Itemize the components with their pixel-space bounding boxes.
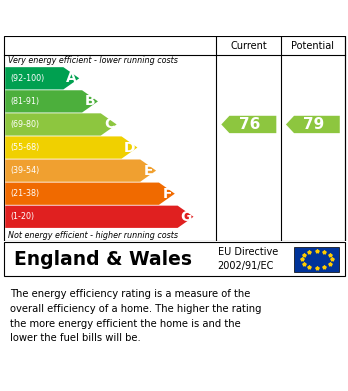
Text: (39-54): (39-54)	[10, 166, 40, 175]
Text: (81-91): (81-91)	[10, 97, 40, 106]
Text: B: B	[85, 94, 96, 108]
Text: The energy efficiency rating is a measure of the
overall efficiency of a home. T: The energy efficiency rating is a measur…	[10, 289, 262, 343]
Text: Very energy efficient - lower running costs: Very energy efficient - lower running co…	[8, 56, 177, 65]
Text: (1-20): (1-20)	[10, 212, 34, 221]
Polygon shape	[5, 136, 137, 159]
Text: 79: 79	[303, 117, 325, 132]
Text: A: A	[66, 71, 77, 85]
Text: Not energy efficient - higher running costs: Not energy efficient - higher running co…	[8, 231, 178, 240]
Text: C: C	[104, 117, 114, 131]
Polygon shape	[5, 113, 117, 136]
Text: Potential: Potential	[291, 41, 334, 51]
Bar	[294, 247, 339, 272]
Text: (69-80): (69-80)	[10, 120, 40, 129]
Text: (21-38): (21-38)	[10, 189, 40, 198]
Polygon shape	[221, 116, 276, 133]
Polygon shape	[5, 90, 98, 113]
Polygon shape	[5, 183, 175, 205]
Text: EU Directive
2002/91/EC: EU Directive 2002/91/EC	[218, 248, 278, 271]
Text: E: E	[144, 163, 153, 178]
Polygon shape	[286, 116, 340, 133]
Text: (55-68): (55-68)	[10, 143, 40, 152]
Text: England & Wales: England & Wales	[14, 250, 192, 269]
Text: D: D	[124, 140, 136, 154]
Polygon shape	[5, 160, 156, 182]
Text: Current: Current	[230, 41, 267, 51]
Polygon shape	[5, 67, 79, 90]
Text: G: G	[180, 210, 192, 224]
Text: F: F	[163, 187, 172, 201]
Text: (92-100): (92-100)	[10, 74, 45, 83]
Polygon shape	[5, 206, 193, 228]
Text: Energy Efficiency Rating: Energy Efficiency Rating	[10, 11, 232, 26]
Text: 76: 76	[239, 117, 261, 132]
